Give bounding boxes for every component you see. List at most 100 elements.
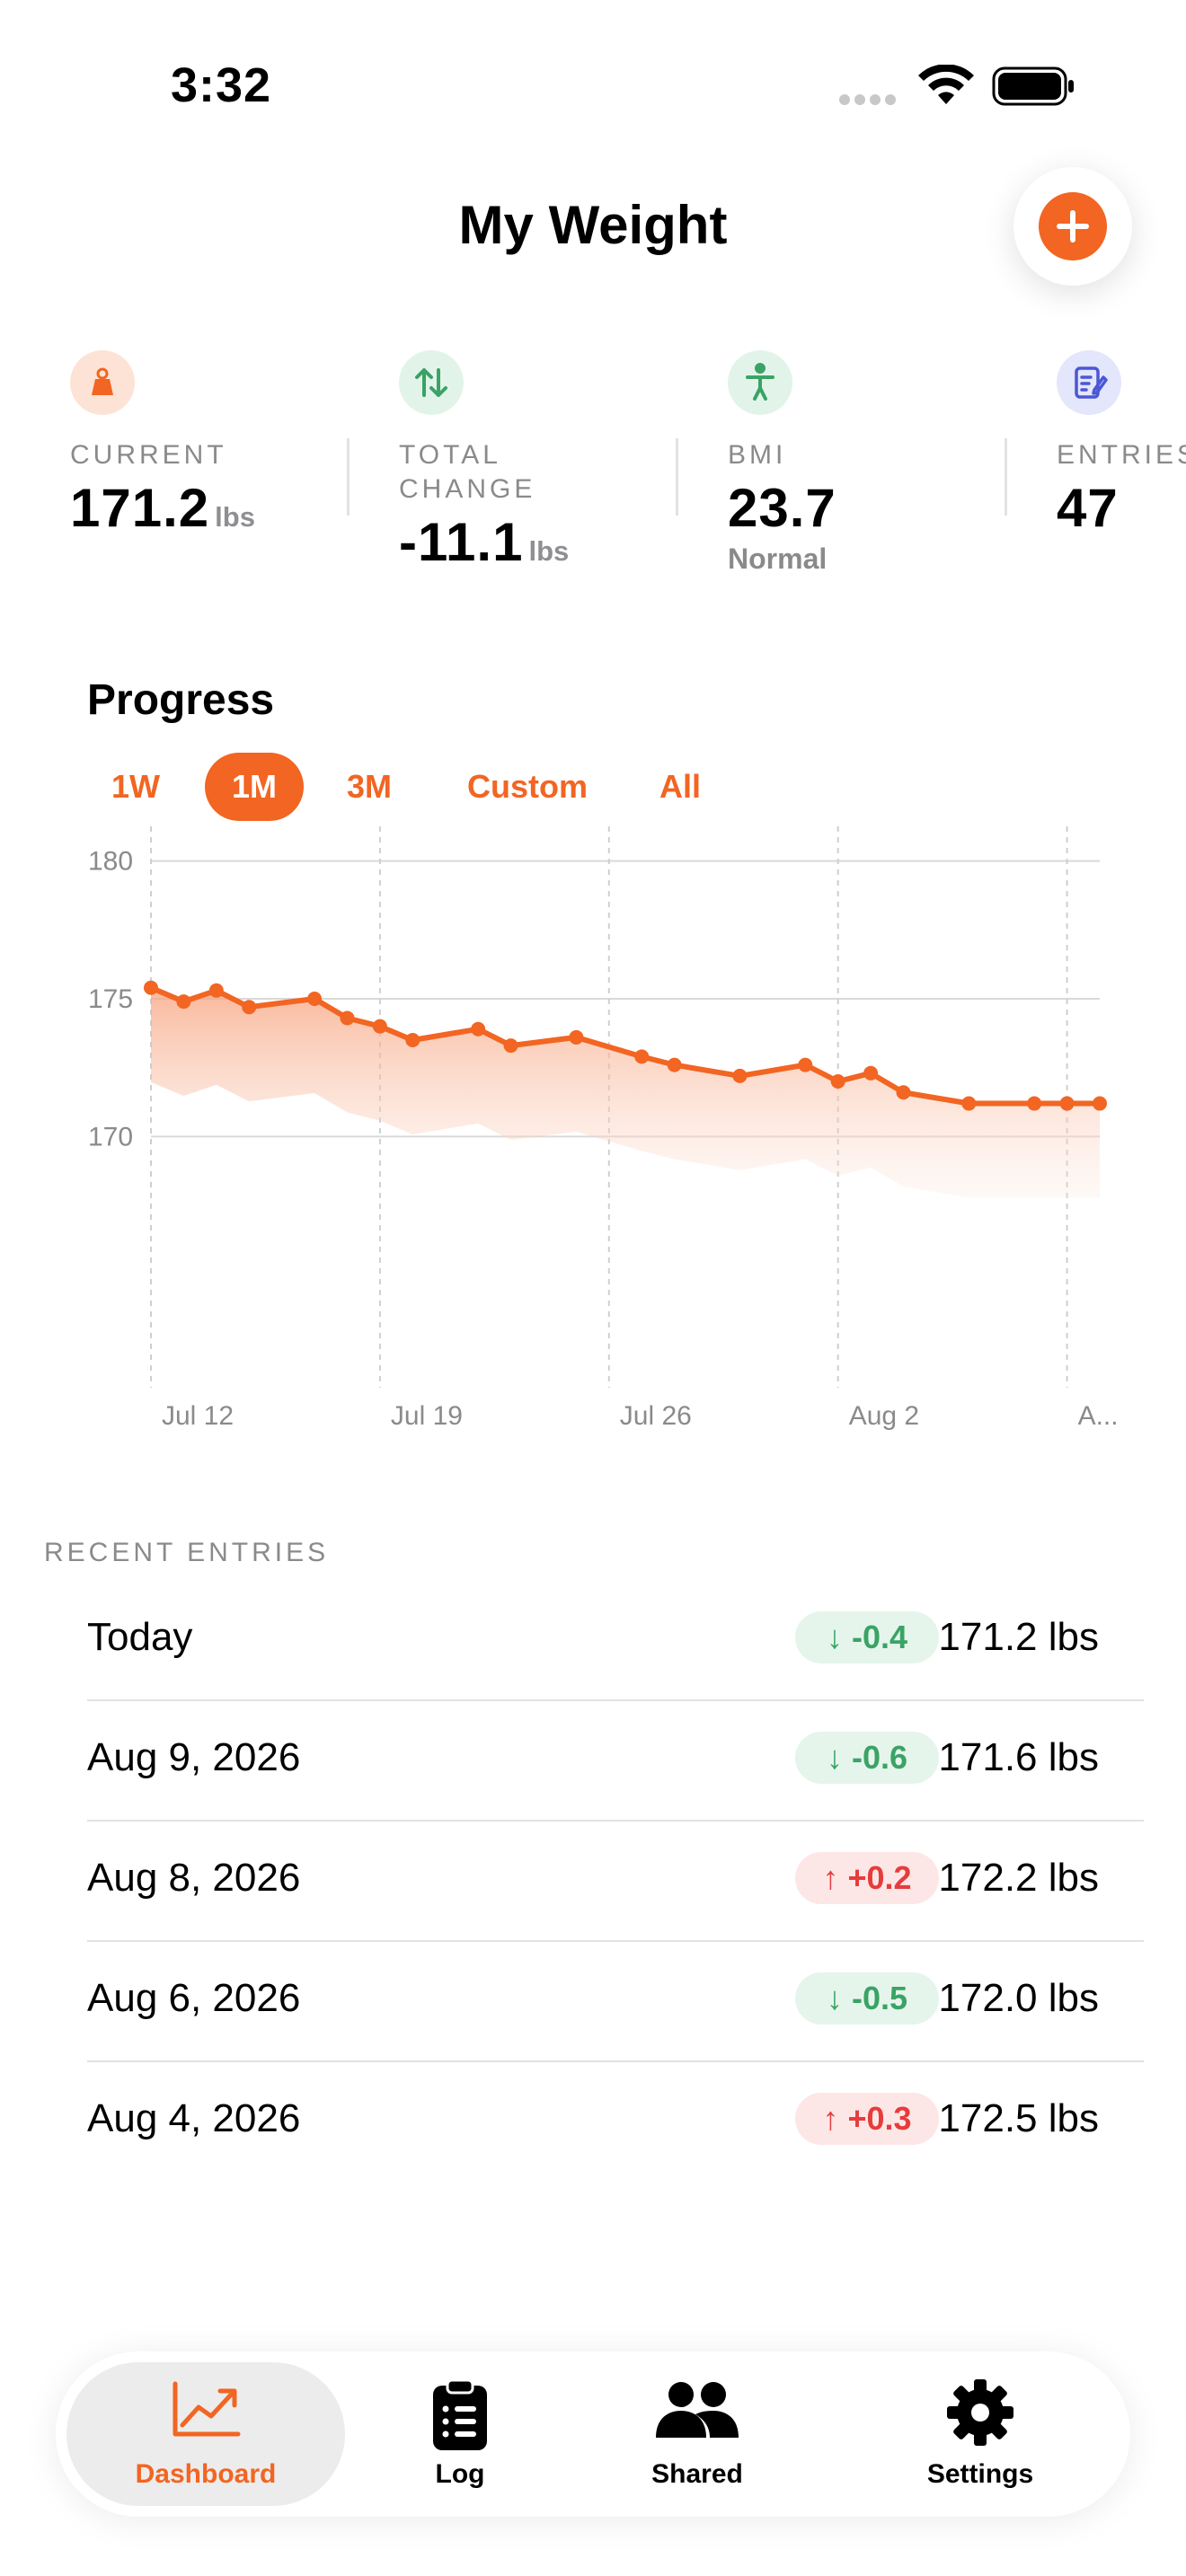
entry-date: Aug 9, 2026 — [87, 1735, 301, 1779]
entry-weight: 171.2 lbs — [938, 1615, 1099, 1659]
data-point[interactable] — [405, 1033, 420, 1047]
data-point[interactable] — [471, 1021, 486, 1037]
entry-date: Today — [87, 1615, 193, 1659]
data-point[interactable] — [863, 1065, 879, 1081]
entry-weight: 172.0 lbs — [938, 1976, 1099, 2020]
weight-chart[interactable]: 180 175 170 Jul 12 Jul 19 Jul 26 Aug 2 A... — [0, 826, 1186, 1455]
tab-label: Shared — [651, 2459, 743, 2489]
range-3m-button[interactable]: 3M — [347, 768, 393, 805]
data-point[interactable] — [732, 1068, 748, 1083]
entry-weight: 172.5 lbs — [938, 2096, 1099, 2140]
tab-label: Dashboard — [135, 2459, 277, 2489]
data-point[interactable] — [176, 994, 191, 1010]
data-point[interactable] — [1027, 1096, 1042, 1111]
range-1m-button[interactable]: 1M — [205, 753, 304, 821]
person-icon — [728, 350, 792, 415]
divider — [676, 438, 678, 516]
data-point[interactable] — [667, 1057, 682, 1072]
add-entry-button[interactable] — [1013, 167, 1132, 286]
clipboard-list-icon — [431, 2378, 489, 2457]
up-down-arrows-icon — [399, 350, 464, 415]
tab-label: Settings — [926, 2459, 1034, 2489]
change-badge: ↑ +0.2 — [795, 1852, 939, 1904]
change-value: -0.4 — [851, 1619, 908, 1655]
stat-label: TOTAL CHANGE — [399, 440, 536, 504]
x-tick-label: A... — [1078, 1401, 1119, 1431]
data-point[interactable] — [1093, 1096, 1107, 1111]
list-item[interactable]: Aug 6, 2026 ↓ -0.5 172.0 lbs — [87, 1942, 1144, 2062]
stat-bmi: BMI 23.7 Normal — [728, 350, 836, 576]
data-point[interactable] — [634, 1049, 650, 1064]
arrow-down-icon: ↓ — [826, 1980, 843, 2016]
status-time: 3:32 — [171, 58, 272, 112]
divider — [87, 1820, 1144, 1822]
arrow-up-icon: ↑ — [822, 1859, 839, 1896]
tab-bar: Dashboard Log Shared Settings — [56, 2351, 1130, 2517]
stat-value: 23.7 — [728, 478, 836, 538]
y-tick-label: 175 — [88, 984, 133, 1014]
data-point[interactable] — [340, 1010, 355, 1026]
tab-settings[interactable]: Settings — [830, 2351, 1130, 2517]
tab-shared[interactable]: Shared — [564, 2351, 830, 2517]
checklist-pencil-icon — [1057, 350, 1121, 415]
range-1w-button[interactable]: 1W — [111, 768, 160, 805]
range-all-button[interactable]: All — [659, 768, 702, 805]
divider — [87, 1940, 1144, 1942]
entry-date: Aug 8, 2026 — [87, 1856, 301, 1900]
data-point[interactable] — [372, 1019, 387, 1034]
x-tick-label: Jul 12 — [162, 1401, 234, 1431]
data-point[interactable] — [569, 1029, 584, 1045]
change-badge: ↓ -0.4 — [795, 1611, 939, 1663]
arrow-down-icon: ↓ — [826, 1619, 843, 1655]
list-item[interactable]: Aug 8, 2026 ↑ +0.2 172.2 lbs — [87, 1822, 1144, 1942]
entry-weight: 172.2 lbs — [938, 1856, 1099, 1900]
change-value: +0.3 — [847, 2100, 912, 2137]
people-icon — [654, 2378, 740, 2446]
plus-icon — [1039, 192, 1107, 260]
range-custom-button[interactable]: Custom — [467, 768, 588, 805]
section-title-recent-entries: RECENT ENTRIES — [44, 1538, 330, 1567]
data-point[interactable] — [961, 1096, 977, 1111]
change-value: +0.2 — [847, 1859, 912, 1896]
x-tick-label: Jul 19 — [391, 1401, 463, 1431]
x-tick-label: Aug 2 — [849, 1401, 919, 1431]
divider — [347, 438, 350, 516]
divider — [87, 2060, 1144, 2062]
data-point[interactable] — [307, 992, 323, 1006]
gear-icon — [946, 2378, 1014, 2451]
data-point[interactable] — [144, 980, 158, 995]
arrow-down-icon: ↓ — [826, 1739, 843, 1776]
stat-label: BMI — [728, 440, 787, 470]
tab-log[interactable]: Log — [356, 2351, 564, 2517]
tab-dashboard[interactable]: Dashboard — [56, 2351, 356, 2517]
divider — [1005, 438, 1007, 516]
tab-label: Log — [435, 2459, 485, 2489]
bmi-category: Normal — [728, 543, 828, 575]
section-title-progress: Progress — [87, 676, 275, 724]
weight-series-line — [148, 984, 1102, 1107]
list-item[interactable]: Aug 9, 2026 ↓ -0.6 171.6 lbs — [87, 1701, 1144, 1822]
cellular-signal-icon — [839, 93, 900, 110]
battery-icon — [992, 66, 1074, 106]
data-point[interactable] — [242, 1000, 257, 1015]
data-point[interactable] — [1059, 1096, 1075, 1111]
stat-value: -11.1 lbs — [399, 512, 570, 572]
data-point[interactable] — [798, 1057, 813, 1072]
data-point[interactable] — [208, 983, 224, 998]
data-point[interactable] — [830, 1074, 845, 1089]
y-tick-label: 170 — [88, 1122, 133, 1151]
x-tick-label: Jul 26 — [620, 1401, 692, 1431]
data-point[interactable] — [503, 1038, 518, 1054]
entry-date: Aug 6, 2026 — [87, 1976, 301, 2020]
stat-total-change: TOTAL CHANGE -11.1 lbs — [399, 350, 569, 580]
change-badge: ↑ +0.3 — [795, 2093, 939, 2145]
list-item[interactable]: Today ↓ -0.4 171.2 lbs — [87, 1581, 1144, 1701]
stat-value: 171.2 lbs — [70, 478, 255, 538]
change-value: -0.6 — [851, 1739, 908, 1776]
data-point[interactable] — [896, 1085, 911, 1100]
page-title: My Weight — [458, 195, 728, 255]
weight-range-area — [151, 987, 1100, 1198]
change-value: -0.5 — [851, 1980, 908, 2016]
list-item[interactable]: Aug 4, 2026 ↑ +0.3 172.5 lbs — [87, 2062, 1144, 2183]
y-tick-label: 180 — [88, 847, 133, 877]
